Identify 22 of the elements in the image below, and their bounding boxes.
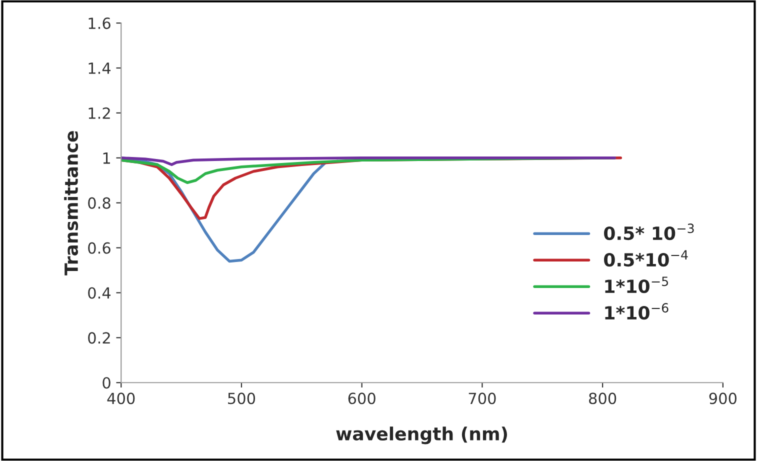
legend-label: 0.5* 10$^{−3}$ xyxy=(604,224,694,240)
y-tick-label: 1.2 xyxy=(88,107,110,119)
y-tick-label: 0.6 xyxy=(88,242,110,254)
x-tick-label: 700 xyxy=(468,392,496,404)
y-tick-label: 0.4 xyxy=(88,287,111,299)
y-tick-label: 1.4 xyxy=(88,62,111,74)
y-tick-label: 0.8 xyxy=(88,197,110,209)
legend-label: 0.5*10$^{−4}$ xyxy=(604,250,688,267)
y-tick-label: 1.6 xyxy=(88,18,110,30)
y-tick-label: 0 xyxy=(102,377,110,389)
x-tick-label: 400 xyxy=(107,392,135,404)
x-tick-label: 600 xyxy=(348,392,376,404)
legend-label: 1*10$^{−6}$ xyxy=(605,303,668,320)
legend-label: 1*10$^{−5}$ xyxy=(605,276,668,294)
x-tick-label: 900 xyxy=(709,392,736,404)
y-tick-label: 1 xyxy=(103,152,110,164)
x-tick-label: 500 xyxy=(228,392,256,404)
y-tick-label: 0.2 xyxy=(88,332,110,344)
x-tick-label: 800 xyxy=(589,392,616,404)
y-axis-title: Transmittance xyxy=(64,131,78,276)
line-series xyxy=(121,156,616,166)
x-axis-title: wavelength (nm) xyxy=(336,426,507,444)
